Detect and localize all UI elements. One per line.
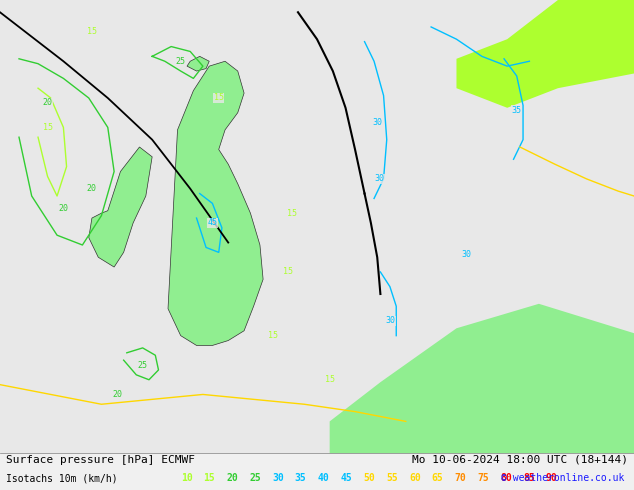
FancyBboxPatch shape bbox=[0, 453, 634, 490]
Polygon shape bbox=[187, 56, 209, 71]
Text: 15: 15 bbox=[325, 375, 335, 384]
Text: 30: 30 bbox=[461, 250, 471, 259]
Polygon shape bbox=[168, 61, 263, 345]
Text: Isotachs 10m (km/h): Isotachs 10m (km/h) bbox=[6, 473, 118, 483]
Text: 45: 45 bbox=[207, 219, 217, 227]
Text: Mo 10-06-2024 18:00 UTC (18+144): Mo 10-06-2024 18:00 UTC (18+144) bbox=[411, 455, 628, 465]
Text: 10: 10 bbox=[181, 473, 193, 483]
Text: © weatheronline.co.uk: © weatheronline.co.uk bbox=[501, 473, 624, 483]
Text: 45: 45 bbox=[340, 473, 353, 483]
Text: 15: 15 bbox=[204, 473, 216, 483]
Text: 70: 70 bbox=[455, 473, 467, 483]
Text: 50: 50 bbox=[363, 473, 375, 483]
Text: 20: 20 bbox=[112, 390, 122, 399]
Text: 30: 30 bbox=[374, 174, 384, 183]
Text: 75: 75 bbox=[477, 473, 489, 483]
Text: 25: 25 bbox=[249, 473, 261, 483]
Text: 20: 20 bbox=[58, 204, 68, 213]
Text: 80: 80 bbox=[500, 473, 512, 483]
Text: 25: 25 bbox=[176, 57, 186, 66]
Text: 15: 15 bbox=[283, 268, 294, 276]
Text: 15: 15 bbox=[268, 331, 278, 340]
Text: 90: 90 bbox=[546, 473, 558, 483]
Text: Surface pressure [hPa] ECMWF: Surface pressure [hPa] ECMWF bbox=[6, 455, 195, 465]
Text: 60: 60 bbox=[409, 473, 421, 483]
Text: 25: 25 bbox=[138, 361, 148, 369]
Polygon shape bbox=[330, 304, 634, 453]
Text: 30: 30 bbox=[385, 317, 395, 325]
Text: 15: 15 bbox=[214, 94, 224, 102]
Text: 40: 40 bbox=[318, 473, 330, 483]
Text: 35: 35 bbox=[295, 473, 307, 483]
Polygon shape bbox=[89, 147, 152, 267]
Text: 20: 20 bbox=[226, 473, 238, 483]
Text: 35: 35 bbox=[512, 106, 522, 115]
Text: 15: 15 bbox=[87, 27, 97, 36]
Text: 65: 65 bbox=[432, 473, 444, 483]
Text: 20: 20 bbox=[87, 184, 97, 193]
Text: 30: 30 bbox=[272, 473, 284, 483]
Polygon shape bbox=[456, 0, 634, 108]
Text: 20: 20 bbox=[42, 98, 53, 107]
Text: 15: 15 bbox=[42, 123, 53, 132]
Polygon shape bbox=[558, 0, 634, 74]
Text: 15: 15 bbox=[287, 209, 297, 218]
Text: 85: 85 bbox=[523, 473, 535, 483]
Text: 30: 30 bbox=[372, 118, 382, 127]
Text: 55: 55 bbox=[386, 473, 398, 483]
